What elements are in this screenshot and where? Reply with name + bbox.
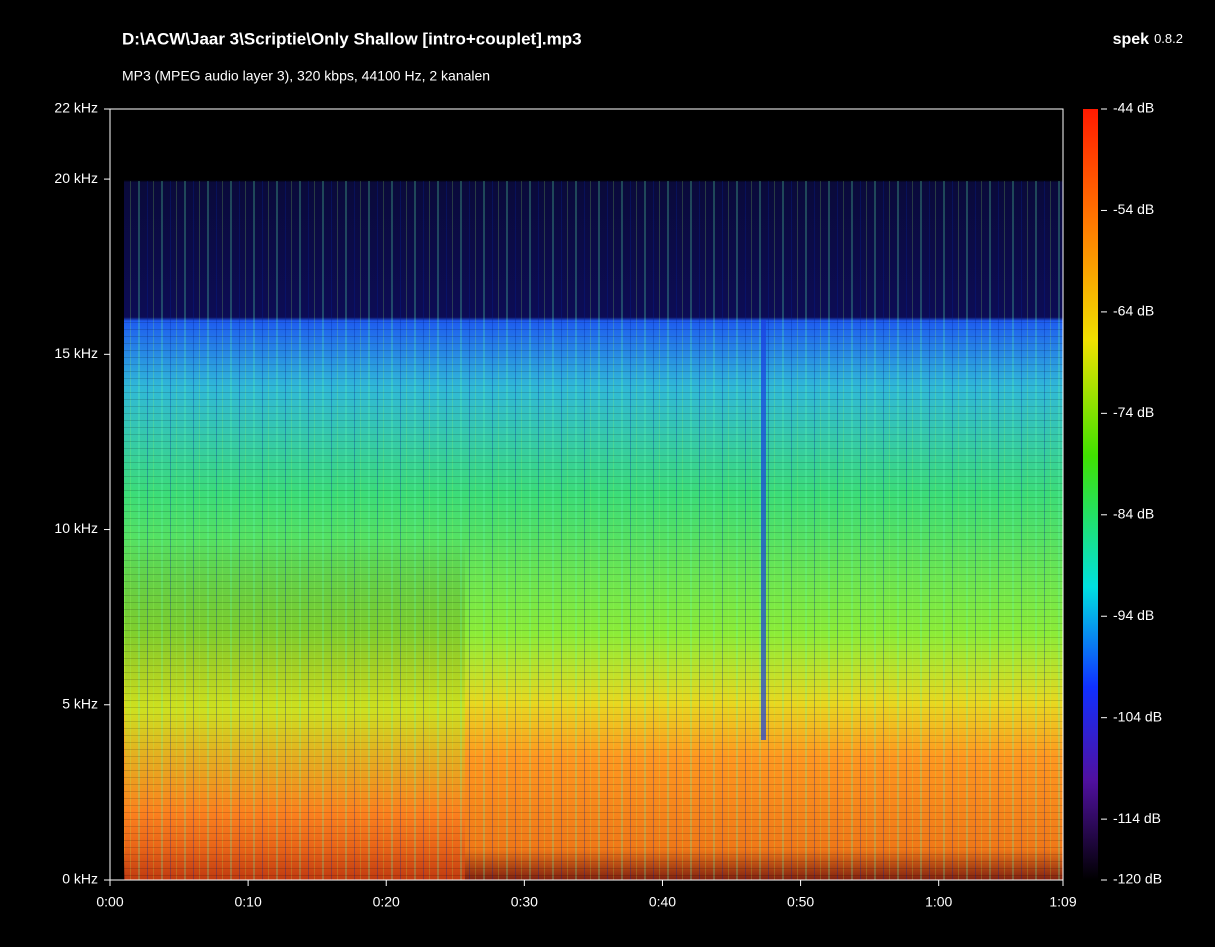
- spectrogram-rows: [110, 320, 1063, 880]
- x-tick-label: 0:30: [511, 894, 538, 910]
- x-tick-label: 0:40: [649, 894, 676, 910]
- colorbar-tick-label: -120 dB: [1113, 871, 1162, 887]
- colorbar-tick-label: -114 dB: [1113, 810, 1161, 826]
- colorbar-tick-label: -44 dB: [1113, 100, 1154, 116]
- app-label: spek 0.8.2: [1113, 31, 1183, 48]
- file-path: D:\ACW\Jaar 3\Scriptie\Only Shallow [int…: [122, 29, 582, 48]
- colorbar-tick-label: -84 dB: [1113, 505, 1154, 521]
- x-tick-label: 0:10: [234, 894, 261, 910]
- y-tick-label: 20 kHz: [54, 170, 98, 186]
- x-tick-label: 0:50: [787, 894, 814, 910]
- colorbar-tick-label: -104 dB: [1113, 708, 1162, 724]
- colorbar-tick-label: -64 dB: [1113, 303, 1154, 319]
- file-info: MP3 (MPEG audio layer 3), 320 kbps, 4410…: [122, 68, 490, 84]
- y-tick-label: 10 kHz: [54, 520, 98, 536]
- y-tick-label: 22 kHz: [54, 100, 98, 116]
- spectrogram-gap: [761, 320, 766, 740]
- colorbar: [1083, 109, 1098, 880]
- x-tick-label: 1:00: [925, 894, 952, 910]
- spectrogram-silence: [110, 109, 124, 880]
- x-tick-label: 0:20: [373, 894, 400, 910]
- spectrogram: [109, 108, 1064, 881]
- x-tick-label: 1:09: [1049, 894, 1076, 910]
- app-name: spek: [1113, 31, 1150, 48]
- colorbar-tick-label: -54 dB: [1113, 201, 1154, 217]
- colorbar-tick-label: -94 dB: [1113, 607, 1154, 623]
- x-tick-label: 0:00: [96, 894, 123, 910]
- colorbar-tick-label: -74 dB: [1113, 404, 1154, 420]
- app-version: 0.8.2: [1154, 31, 1183, 46]
- y-tick-label: 0 kHz: [62, 871, 98, 887]
- y-tick-label: 15 kHz: [54, 345, 98, 361]
- y-tick-label: 5 kHz: [62, 695, 98, 711]
- plot-frame: [109, 108, 1064, 881]
